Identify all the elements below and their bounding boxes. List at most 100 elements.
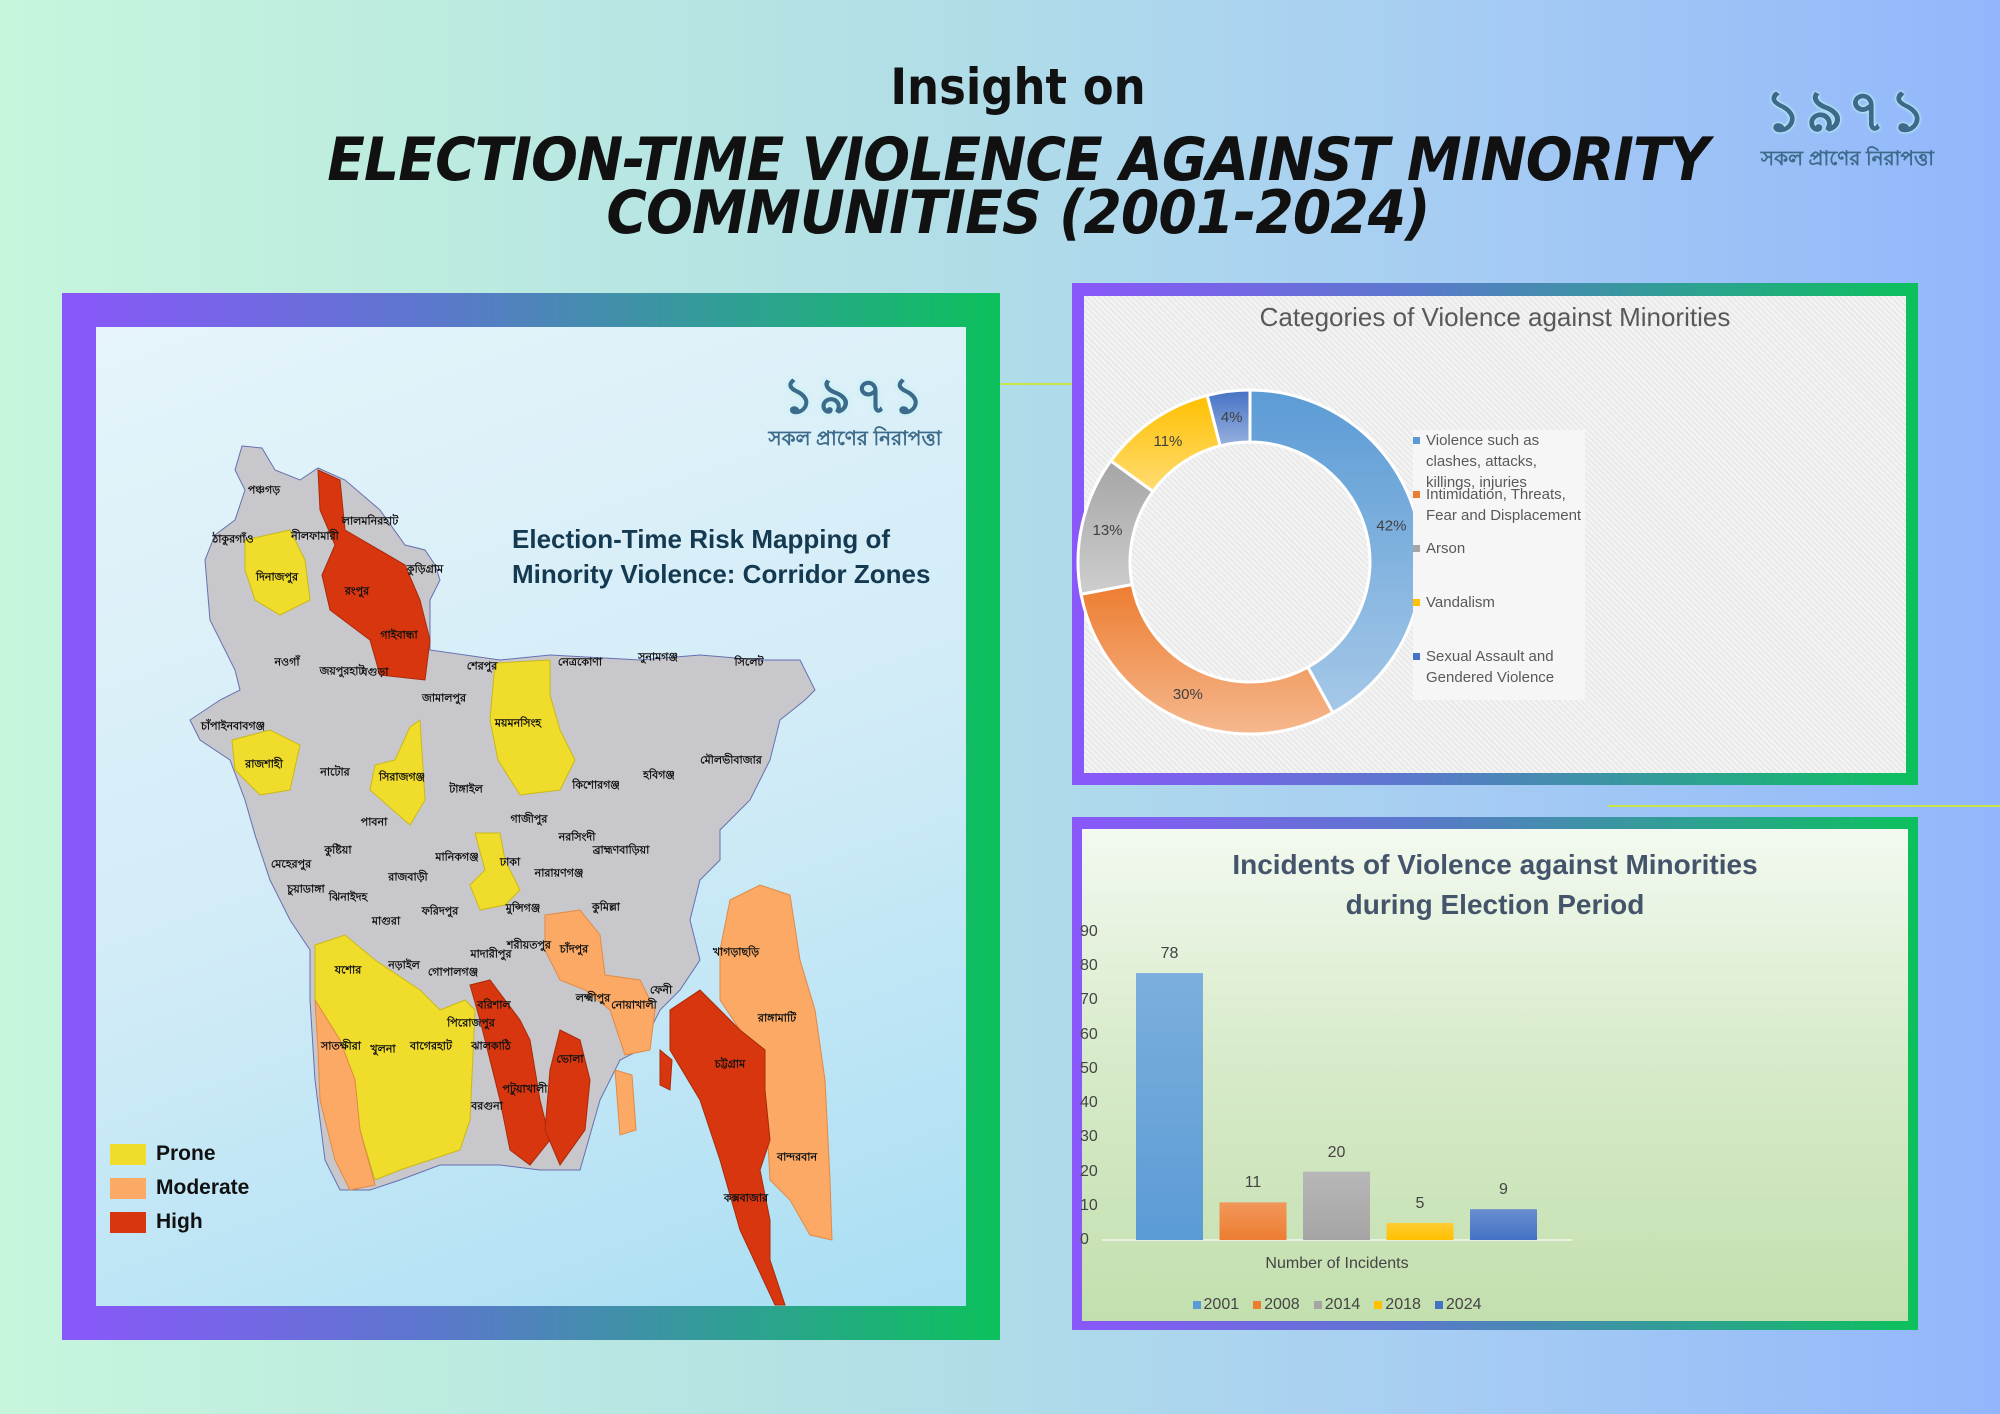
logo-tagline: সকল প্রাণের নিরাপত্তা xyxy=(1760,148,1935,170)
district-label: নাটোর xyxy=(320,765,350,779)
bar-2008 xyxy=(1219,1202,1287,1240)
donut-data-label: 11% xyxy=(1153,433,1182,450)
donut-legend-item: Vandalism xyxy=(1413,592,1585,646)
district-label: ঝিনাইদহ xyxy=(328,890,368,904)
legend-swatch-high xyxy=(110,1211,146,1233)
district-label: সুনামগঞ্জ xyxy=(638,650,678,664)
legend-swatch-prone xyxy=(110,1143,146,1165)
district-label: ঠাকুরগাঁও xyxy=(212,532,254,546)
map-logo-mark: ১৯৭১ xyxy=(782,367,928,425)
district-label: কুড়িগ্রাম xyxy=(406,562,444,576)
legend-label: 2014 xyxy=(1324,1296,1361,1313)
y-tick-label: 90 xyxy=(1080,923,1098,940)
district-label: বগুড়া xyxy=(361,665,389,679)
district-label: গোপালগঞ্জ xyxy=(427,965,479,979)
x-axis-label: Number of Incidents xyxy=(1265,1255,1409,1272)
district-label: ঢাকা xyxy=(499,855,521,869)
district-label: বরগুনা xyxy=(471,1099,503,1113)
legend-label: Arson xyxy=(1426,540,1466,557)
district-label: খাগড়াছড়ি xyxy=(712,945,760,959)
district-label: নড়াইল xyxy=(388,958,420,972)
high-regions xyxy=(317,469,786,1306)
legend-label: Sexual Assault and Gendered Violence xyxy=(1426,648,1555,686)
donut-legend: Violence such as clashes, attacks, killi… xyxy=(1413,430,1585,700)
legend-moderate: Moderate xyxy=(110,1176,249,1200)
district-label: যশোর xyxy=(334,963,362,977)
legend-high: High xyxy=(110,1210,203,1234)
y-tick-label: 40 xyxy=(1080,1094,1098,1112)
legend-label: Violence such as clashes, attacks, killi… xyxy=(1426,432,1540,491)
district-label: মেহেরপুর xyxy=(270,857,312,871)
legend-swatch xyxy=(1253,1301,1262,1309)
bar-data-label: 9 xyxy=(1499,1181,1508,1199)
district-label: খুলনা xyxy=(370,1042,396,1056)
district-label: হবিগঞ্জ xyxy=(643,768,675,782)
district-label: চুয়াডাঙ্গা xyxy=(287,882,325,896)
page-title-line-1: ELECTION-TIME VIOLENCE AGAINST MINORITY xyxy=(327,125,1709,195)
district-label: ব্রাহ্মণবাড়িয়া xyxy=(592,843,650,857)
map-title-line-2: Minority Violence: Corridor Zones xyxy=(512,559,931,589)
district-label: রংপুর xyxy=(344,584,370,598)
page-title-line-2: COMMUNITIES (2001-2024) xyxy=(606,178,1430,248)
district-label: রাঙ্গামাটি xyxy=(757,1011,797,1025)
district-label: গাজীপুর xyxy=(510,812,548,826)
district-label: কুমিল্লা xyxy=(592,900,620,914)
district-label: ফরিদপুর xyxy=(421,904,459,918)
district-label: বরিশাল xyxy=(477,998,511,1012)
donut-legend-item: Violence such as clashes, attacks, killi… xyxy=(1413,430,1585,491)
legend-swatch xyxy=(1374,1301,1383,1309)
district-label: নোয়াখালী xyxy=(611,998,657,1012)
district-label: বান্দরবান xyxy=(776,1150,818,1164)
district-label: শেরপুর xyxy=(466,659,498,673)
district-label: নরসিংদী xyxy=(558,830,596,844)
district-label: রাজশাহী xyxy=(245,757,283,771)
district-label: মাগুরা xyxy=(371,914,401,928)
district-label: পাবনা xyxy=(360,815,388,829)
bar-data-label: 5 xyxy=(1415,1194,1425,1212)
district-label: কুষ্টিয়া xyxy=(324,843,352,857)
legend-label: 2024 xyxy=(1445,1296,1482,1313)
legend-swatch xyxy=(1413,437,1420,444)
donut-legend-item: Sexual Assault and Gendered Violence xyxy=(1413,646,1585,700)
donut-legend-item: Arson xyxy=(1413,538,1585,592)
bar-data-label: 11 xyxy=(1244,1174,1262,1192)
district-label: মুন্সিগঞ্জ xyxy=(505,901,541,915)
district-label: দিনাজপুর xyxy=(255,570,299,584)
bar-2001 xyxy=(1136,973,1203,1240)
district-label: সিরাজগঞ্জ xyxy=(378,770,426,784)
header-intro: Insight on xyxy=(890,58,1146,116)
legend-label: Vandalism xyxy=(1426,594,1495,611)
map-logo-tagline: সকল প্রাণের নিরাপত্তা xyxy=(768,428,942,450)
map-title: Election-Time Risk Mapping of Minority V… xyxy=(512,522,930,592)
y-tick-label: 30 xyxy=(1080,1128,1098,1146)
district-label: চাঁদপুর xyxy=(559,942,589,956)
district-label: রাজবাড়ী xyxy=(388,870,428,884)
legend-label: 2001 xyxy=(1203,1296,1240,1313)
map-logo: ১৯৭১ সকল প্রাণের নিরাপত্তা xyxy=(750,368,960,457)
bar-chart-title: Incidents of Violence against Minorities… xyxy=(1232,849,1758,920)
donut-slice xyxy=(1079,582,1335,736)
district-label: মানিকগঞ্জ xyxy=(435,850,479,864)
legend-swatch xyxy=(1434,1301,1443,1309)
map-title-line-1: Election-Time Risk Mapping of xyxy=(512,524,891,554)
connector-line xyxy=(1608,805,2000,807)
connector-line xyxy=(1000,383,1072,385)
header-logo: ১৯৭১ সকল প্রাণের নিরাপত্তা xyxy=(1735,78,1960,177)
bar-2024 xyxy=(1470,1209,1537,1240)
bar-data-label: 78 xyxy=(1160,945,1179,963)
legend-prone: Prone xyxy=(110,1142,216,1166)
district-label: কক্সবাজার xyxy=(723,1191,769,1205)
district-label: জয়পুরহাট xyxy=(319,664,365,678)
district-label: চাঁপাইনবাবগঞ্জ xyxy=(200,719,266,733)
legend-label: 2018 xyxy=(1385,1296,1421,1313)
district-label: টাঙ্গাইল xyxy=(449,782,483,796)
district-label: লক্ষ্মীপুর xyxy=(575,991,611,1005)
bar-2014 xyxy=(1303,1171,1370,1240)
district-label: কিশোরগঞ্জ xyxy=(572,778,620,792)
district-label: সিলেট xyxy=(734,655,764,669)
y-tick-label: 60 xyxy=(1080,1025,1098,1043)
legend-swatch xyxy=(1413,653,1420,660)
